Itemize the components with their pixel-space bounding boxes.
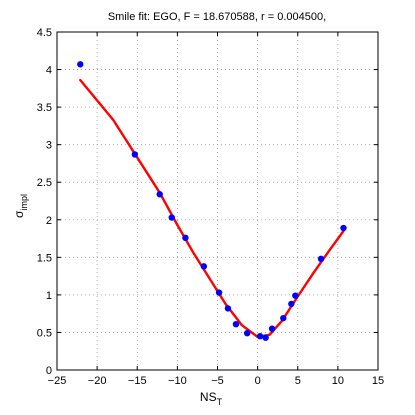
x-tick-label: 15	[372, 375, 384, 387]
x-axis-label-sub: T	[217, 397, 223, 407]
x-axis-label-main: NS	[200, 390, 217, 404]
grid-layer	[57, 32, 378, 370]
y-tick-label: 3.5	[37, 102, 52, 114]
data-point-layer	[77, 61, 347, 341]
data-point	[215, 289, 223, 296]
x-tick-label: 10	[332, 375, 344, 387]
fit-line	[79, 78, 345, 339]
y-tick-label: 3	[46, 140, 52, 152]
data-point	[288, 300, 295, 308]
y-axis-label: σimpl	[12, 194, 29, 218]
x-tick-label: 0	[255, 375, 261, 387]
y-tick-label: 4	[46, 65, 52, 77]
y-tick-label: 2.5	[37, 177, 52, 189]
x-tick-label: −25	[48, 375, 67, 387]
data-point	[232, 320, 240, 328]
fit-line-layer	[79, 78, 345, 339]
y-tick-label: 0	[46, 365, 52, 377]
data-point	[268, 325, 276, 332]
x-axis-label: NST	[200, 390, 223, 407]
x-tick-label: −5	[211, 375, 224, 387]
data-point	[131, 151, 139, 158]
data-point	[317, 255, 325, 263]
y-axis-label-main: σ	[12, 210, 26, 218]
data-point	[200, 263, 208, 270]
chart-title: Smile fit: EGO, F = 18.670588, r = 0.004…	[108, 11, 326, 23]
data-point	[256, 333, 264, 340]
data-point	[340, 224, 347, 232]
data-point	[280, 314, 287, 322]
x-tick-label: −10	[168, 375, 187, 387]
x-tick-label: −15	[128, 375, 147, 387]
data-point	[262, 334, 269, 341]
y-tick-label: 2	[46, 215, 52, 227]
x-tick-label: −20	[88, 375, 107, 387]
y-axis-label-sub: impl	[19, 194, 29, 211]
data-point	[243, 329, 251, 337]
data-point	[292, 292, 299, 299]
data-point	[77, 61, 84, 68]
data-point	[156, 191, 163, 198]
x-tick-label: 5	[295, 375, 301, 387]
data-point	[182, 234, 189, 242]
tick-layer: −25 −20 −15 −10 −5 0 5 10 15 0 0.5 1 1.5 2 2.5 3 3.5 4 4.5	[37, 27, 384, 387]
y-tick-label: 1	[46, 290, 52, 302]
y-tick-label: 0.5	[37, 327, 52, 339]
data-point	[168, 214, 175, 221]
data-point	[224, 305, 232, 312]
y-tick-label: 4.5	[37, 27, 52, 39]
y-tick-label: 1.5	[37, 252, 52, 264]
